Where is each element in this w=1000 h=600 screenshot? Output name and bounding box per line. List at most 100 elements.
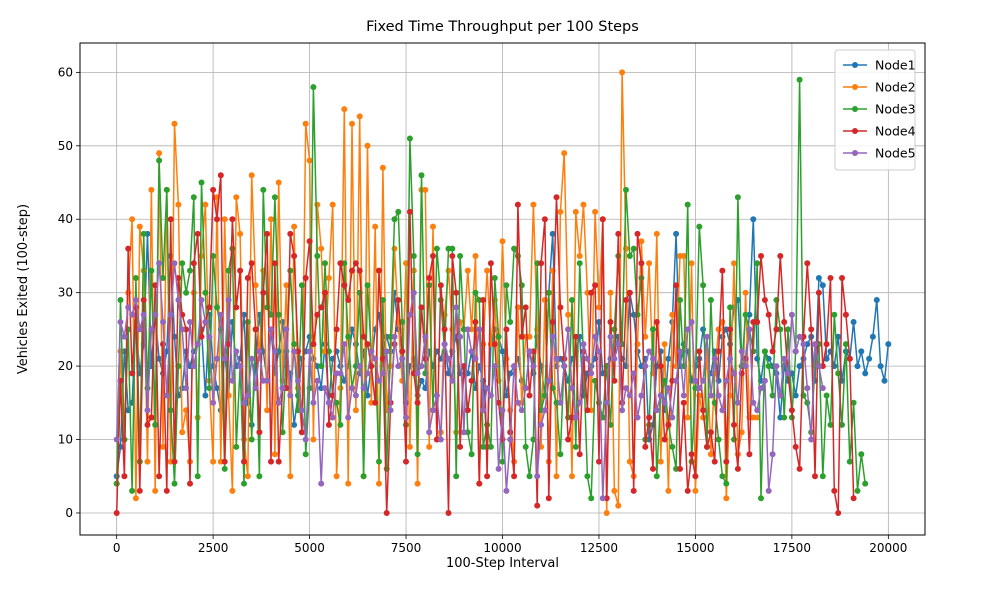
data-point	[441, 326, 448, 333]
data-point	[156, 150, 163, 157]
data-point	[156, 473, 163, 480]
data-point	[696, 385, 703, 392]
data-point	[229, 487, 236, 494]
data-point	[144, 458, 151, 465]
data-point	[426, 275, 433, 281]
data-point	[314, 377, 321, 384]
legend-marker	[852, 128, 858, 134]
data-point	[561, 150, 568, 157]
data-point	[557, 304, 564, 311]
data-point	[132, 495, 139, 502]
data-point	[113, 436, 120, 443]
data-point	[557, 399, 564, 406]
data-point	[738, 348, 745, 355]
data-point	[399, 355, 406, 362]
data-point	[626, 289, 633, 296]
data-point	[322, 385, 328, 392]
data-point	[839, 275, 845, 281]
data-point	[742, 363, 749, 370]
data-point	[487, 392, 494, 399]
data-point	[271, 348, 278, 355]
data-point	[437, 282, 444, 289]
data-point	[314, 253, 321, 259]
data-point	[549, 319, 556, 325]
data-point	[171, 480, 178, 487]
data-point	[345, 414, 352, 421]
data-point	[287, 230, 294, 237]
data-point	[858, 451, 865, 458]
data-point	[588, 289, 595, 296]
data-point	[125, 245, 132, 252]
data-point	[862, 480, 869, 487]
data-point	[530, 201, 537, 208]
data-point	[441, 341, 448, 348]
data-point	[129, 487, 136, 494]
data-point	[187, 267, 193, 274]
data-point	[788, 407, 795, 414]
data-point	[356, 363, 363, 370]
data-point	[132, 297, 139, 303]
data-point	[646, 414, 653, 421]
data-point	[422, 186, 429, 193]
data-point	[839, 421, 845, 428]
data-point	[804, 260, 811, 267]
data-point	[611, 377, 618, 384]
data-point	[731, 370, 737, 377]
data-point	[761, 348, 768, 355]
data-point	[179, 260, 186, 267]
data-point	[773, 363, 780, 370]
legend-item: Node2	[843, 80, 916, 95]
data-point	[237, 230, 244, 237]
data-point	[684, 201, 691, 208]
data-point	[345, 333, 352, 340]
data-point	[711, 355, 718, 362]
data-point	[842, 341, 849, 348]
data-point	[225, 297, 232, 303]
data-point	[360, 333, 367, 340]
data-point	[526, 473, 533, 480]
data-point	[746, 451, 753, 458]
data-point	[237, 267, 244, 274]
data-point	[140, 297, 147, 303]
data-point	[707, 297, 714, 303]
data-point	[233, 194, 240, 201]
data-point	[815, 363, 822, 370]
data-point	[684, 326, 691, 333]
data-point	[395, 208, 402, 215]
data-point	[804, 385, 811, 392]
data-point	[846, 458, 853, 465]
data-point	[487, 443, 494, 450]
x-tick-label: 0	[113, 541, 121, 555]
data-point	[584, 473, 591, 480]
data-point	[707, 429, 714, 436]
data-point	[530, 363, 537, 370]
data-point	[850, 495, 857, 502]
data-point	[464, 267, 471, 274]
data-point	[264, 230, 271, 237]
data-point	[187, 319, 193, 325]
data-point	[233, 348, 240, 355]
data-point	[364, 370, 371, 377]
data-point	[349, 385, 355, 392]
y-tick-label: 60	[58, 65, 73, 79]
data-point	[171, 120, 178, 127]
data-point	[669, 443, 676, 450]
data-point	[310, 341, 317, 348]
data-point	[638, 260, 645, 267]
data-point	[603, 510, 610, 516]
data-point	[846, 355, 853, 362]
data-point	[522, 443, 529, 450]
data-point	[503, 326, 510, 333]
data-point	[576, 451, 583, 458]
data-point	[553, 194, 560, 201]
data-point	[175, 297, 182, 303]
data-point	[352, 341, 359, 348]
data-point	[572, 333, 579, 340]
data-point	[688, 319, 695, 325]
data-point	[260, 289, 267, 296]
data-point	[727, 326, 734, 333]
data-point	[356, 267, 363, 274]
data-point	[630, 487, 637, 494]
data-point	[487, 260, 494, 267]
